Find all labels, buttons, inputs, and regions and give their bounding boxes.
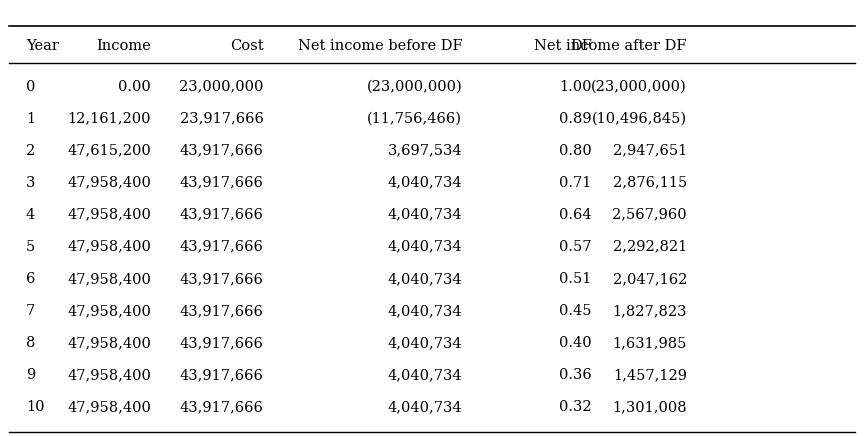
- Text: Income: Income: [97, 39, 151, 53]
- Text: 0.57: 0.57: [559, 240, 592, 254]
- Text: 6: 6: [26, 272, 35, 286]
- Text: 43,917,666: 43,917,666: [180, 368, 264, 382]
- Text: 4,040,734: 4,040,734: [388, 176, 462, 190]
- Text: 23,000,000: 23,000,000: [179, 80, 264, 94]
- Text: 47,615,200: 47,615,200: [67, 144, 151, 158]
- Text: 2,567,960: 2,567,960: [613, 208, 687, 222]
- Text: 2: 2: [26, 144, 35, 158]
- Text: 47,958,400: 47,958,400: [67, 208, 151, 222]
- Text: 1,631,985: 1,631,985: [613, 336, 687, 350]
- Text: 4,040,734: 4,040,734: [388, 272, 462, 286]
- Text: 4: 4: [26, 208, 35, 222]
- Text: 43,917,666: 43,917,666: [180, 272, 264, 286]
- Text: (23,000,000): (23,000,000): [591, 80, 687, 94]
- Text: 0: 0: [26, 80, 35, 94]
- Text: 3: 3: [26, 176, 35, 190]
- Text: 1,827,823: 1,827,823: [613, 304, 687, 318]
- Text: 2,947,651: 2,947,651: [613, 144, 687, 158]
- Text: 4,040,734: 4,040,734: [388, 304, 462, 318]
- Text: 43,917,666: 43,917,666: [180, 240, 264, 254]
- Text: Net income after DF: Net income after DF: [534, 39, 687, 53]
- Text: 8: 8: [26, 336, 35, 350]
- Text: 47,958,400: 47,958,400: [67, 240, 151, 254]
- Text: 0.71: 0.71: [560, 176, 592, 190]
- Text: Cost: Cost: [230, 39, 264, 53]
- Text: 0.80: 0.80: [559, 144, 592, 158]
- Text: 4,040,734: 4,040,734: [388, 208, 462, 222]
- Text: 43,917,666: 43,917,666: [180, 400, 264, 414]
- Text: 0.40: 0.40: [559, 336, 592, 350]
- Text: Year: Year: [26, 39, 59, 53]
- Text: 2,047,162: 2,047,162: [613, 272, 687, 286]
- Text: 4,040,734: 4,040,734: [388, 368, 462, 382]
- Text: 23,917,666: 23,917,666: [180, 112, 264, 126]
- Text: 0.89: 0.89: [559, 112, 592, 126]
- Text: 43,917,666: 43,917,666: [180, 208, 264, 222]
- Text: (10,496,845): (10,496,845): [592, 112, 687, 126]
- Text: 5: 5: [26, 240, 35, 254]
- Text: 0.64: 0.64: [559, 208, 592, 222]
- Text: (23,000,000): (23,000,000): [366, 80, 462, 94]
- Text: 4,040,734: 4,040,734: [388, 400, 462, 414]
- Text: Net income before DF: Net income before DF: [297, 39, 462, 53]
- Text: 0.36: 0.36: [559, 368, 592, 382]
- Text: 0.32: 0.32: [559, 400, 592, 414]
- Text: 47,958,400: 47,958,400: [67, 272, 151, 286]
- Text: 43,917,666: 43,917,666: [180, 144, 264, 158]
- Text: 7: 7: [26, 304, 35, 318]
- Text: 0.00: 0.00: [118, 80, 151, 94]
- Text: 4,040,734: 4,040,734: [388, 240, 462, 254]
- Text: 12,161,200: 12,161,200: [67, 112, 151, 126]
- Text: 2,876,115: 2,876,115: [613, 176, 687, 190]
- Text: 1.00: 1.00: [559, 80, 592, 94]
- Text: (11,756,466): (11,756,466): [367, 112, 462, 126]
- Text: 43,917,666: 43,917,666: [180, 336, 264, 350]
- Text: 47,958,400: 47,958,400: [67, 400, 151, 414]
- Text: 0.45: 0.45: [559, 304, 592, 318]
- Text: 47,958,400: 47,958,400: [67, 304, 151, 318]
- Text: DF: DF: [570, 39, 592, 53]
- Text: 43,917,666: 43,917,666: [180, 176, 264, 190]
- Text: 1: 1: [26, 112, 35, 126]
- Text: 3,697,534: 3,697,534: [388, 144, 462, 158]
- Text: 47,958,400: 47,958,400: [67, 368, 151, 382]
- Text: 43,917,666: 43,917,666: [180, 304, 264, 318]
- Text: 9: 9: [26, 368, 35, 382]
- Text: 1,457,129: 1,457,129: [613, 368, 687, 382]
- Text: 47,958,400: 47,958,400: [67, 336, 151, 350]
- Text: 0.51: 0.51: [560, 272, 592, 286]
- Text: 4,040,734: 4,040,734: [388, 336, 462, 350]
- Text: 47,958,400: 47,958,400: [67, 176, 151, 190]
- Text: 1,301,008: 1,301,008: [613, 400, 687, 414]
- Text: 10: 10: [26, 400, 44, 414]
- Text: 2,292,821: 2,292,821: [613, 240, 687, 254]
